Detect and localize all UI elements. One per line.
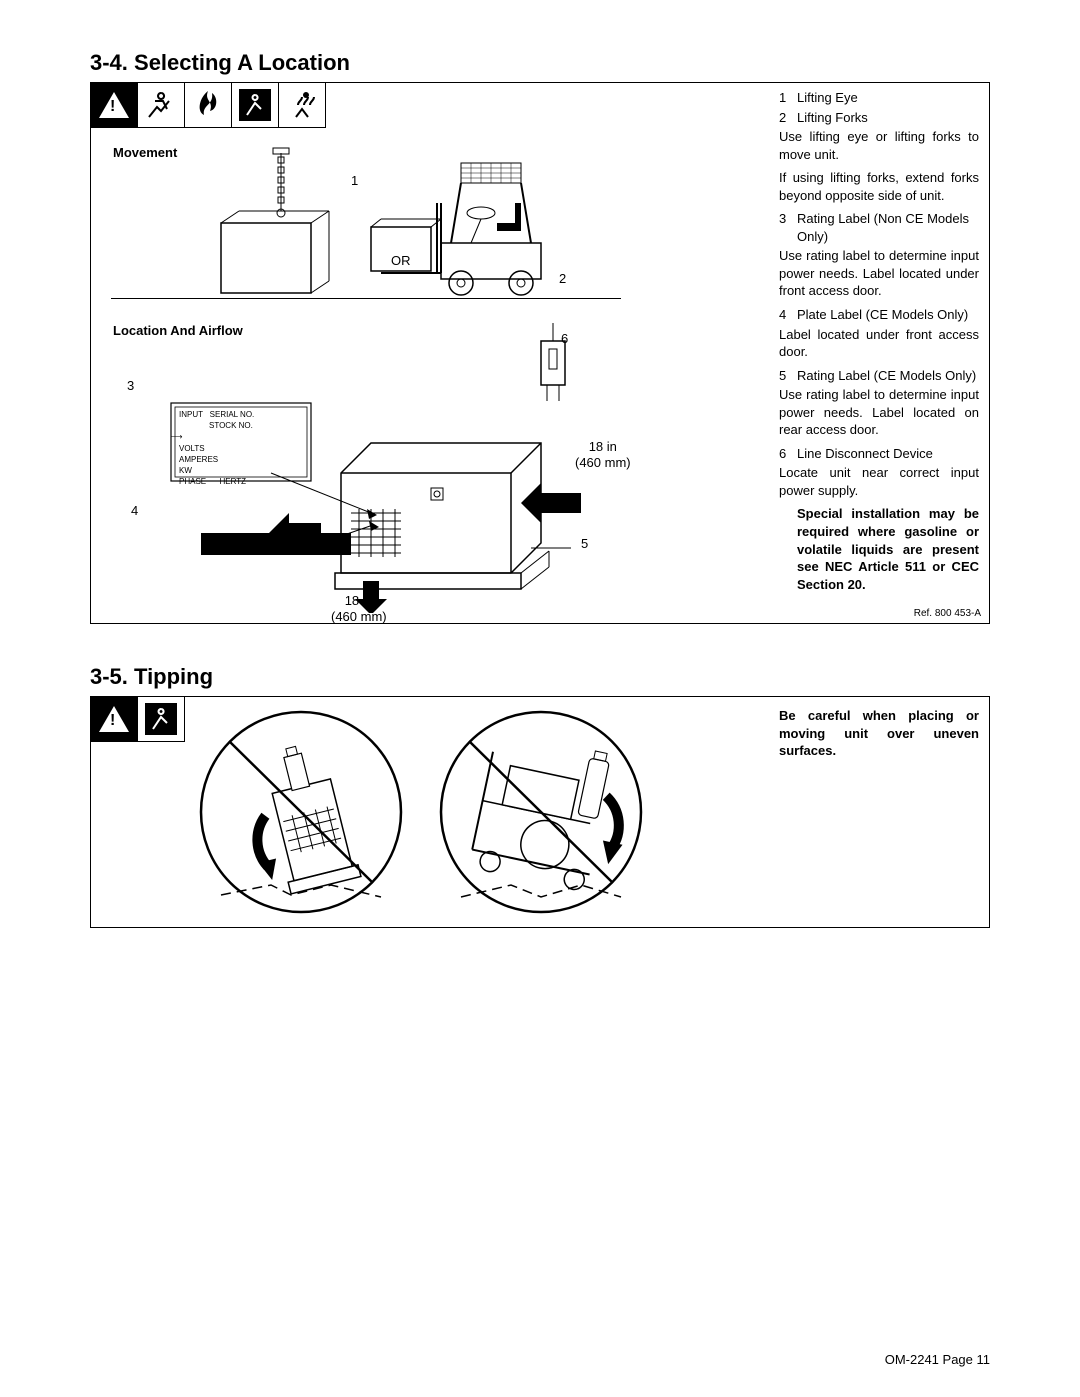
- para-6: Locate unit near correct input power sup…: [779, 464, 979, 499]
- ref-number: Ref. 800 453-A: [914, 608, 981, 619]
- item-1: Lifting Eye: [797, 89, 858, 107]
- fire-hazard-icon: [185, 82, 232, 128]
- figure-box-tipping: Be careful when placing or moving unit o…: [90, 696, 990, 928]
- para-4: Label located under front access door.: [779, 326, 979, 361]
- callout-6: 6: [561, 331, 568, 346]
- dim-bottom: 18 in(460 mm): [331, 593, 387, 624]
- item-2: Lifting Forks: [797, 109, 868, 127]
- warning-triangle-icon: [90, 82, 138, 128]
- warning-triangle-icon: [90, 696, 138, 742]
- tipping-note: Be careful when placing or moving unit o…: [779, 707, 979, 760]
- para-5: Use rating label to determine input powe…: [779, 386, 979, 439]
- rating-input: INPUT: [179, 410, 203, 419]
- rating-phase: PHASE: [179, 477, 206, 486]
- or-label: OR: [391, 253, 411, 269]
- para-1: Use lifting eye or lifting forks to move…: [779, 128, 979, 163]
- heading-3-4: 3-4. Selecting A Location: [90, 50, 990, 76]
- rating-volts: VOLTS: [179, 443, 254, 454]
- callout-5: 5: [581, 536, 588, 551]
- item-4: Plate Label (CE Models Only): [797, 306, 968, 324]
- para-3: Use rating label to determine input powe…: [779, 247, 979, 300]
- item-6: Line Disconnect Device: [797, 445, 933, 463]
- dim-right: 18 in(460 mm): [575, 439, 631, 470]
- callout-3: 3: [127, 378, 134, 393]
- callout-2: 2: [559, 271, 566, 286]
- side-column-1: 1Lifting Eye 2Lifting Forks Use lifting …: [779, 89, 979, 599]
- page-footer: OM-2241 Page 11: [885, 1352, 990, 1367]
- heading-3-5: 3-5. Tipping: [90, 664, 990, 690]
- callout-4: 4: [131, 503, 138, 518]
- rating-hertz: HERTZ: [219, 477, 246, 486]
- warning-strip-2: [90, 696, 185, 740]
- falling-hazard-icon: [232, 82, 279, 128]
- item-3: Rating Label (Non CE Models Only): [797, 210, 979, 245]
- tipping-diagram: [191, 705, 651, 919]
- rating-serial: SERIAL NO.: [210, 410, 255, 419]
- rating-stock: STOCK NO.: [209, 421, 253, 430]
- rating-amperes: AMPERES: [179, 454, 254, 465]
- movement-diagram: [161, 143, 611, 303]
- fumes-hazard-icon: [279, 82, 326, 128]
- special-install-note: Special installation may be required whe…: [797, 505, 979, 593]
- item-5: Rating Label (CE Models Only): [797, 367, 976, 385]
- rating-label-box: INPUT SERIAL NO. STOCK NO. ⟶ VOLTS AMPER…: [179, 409, 254, 487]
- callout-1: 1: [351, 173, 358, 188]
- tip-hazard-icon: [138, 696, 185, 742]
- warning-strip-1: [90, 82, 326, 126]
- slip-hazard-icon: [138, 82, 185, 128]
- figure-box-location: Movement: [90, 82, 990, 624]
- rating-kw: KW: [179, 465, 254, 476]
- para-2: If using lifting forks, extend forks bey…: [779, 169, 979, 204]
